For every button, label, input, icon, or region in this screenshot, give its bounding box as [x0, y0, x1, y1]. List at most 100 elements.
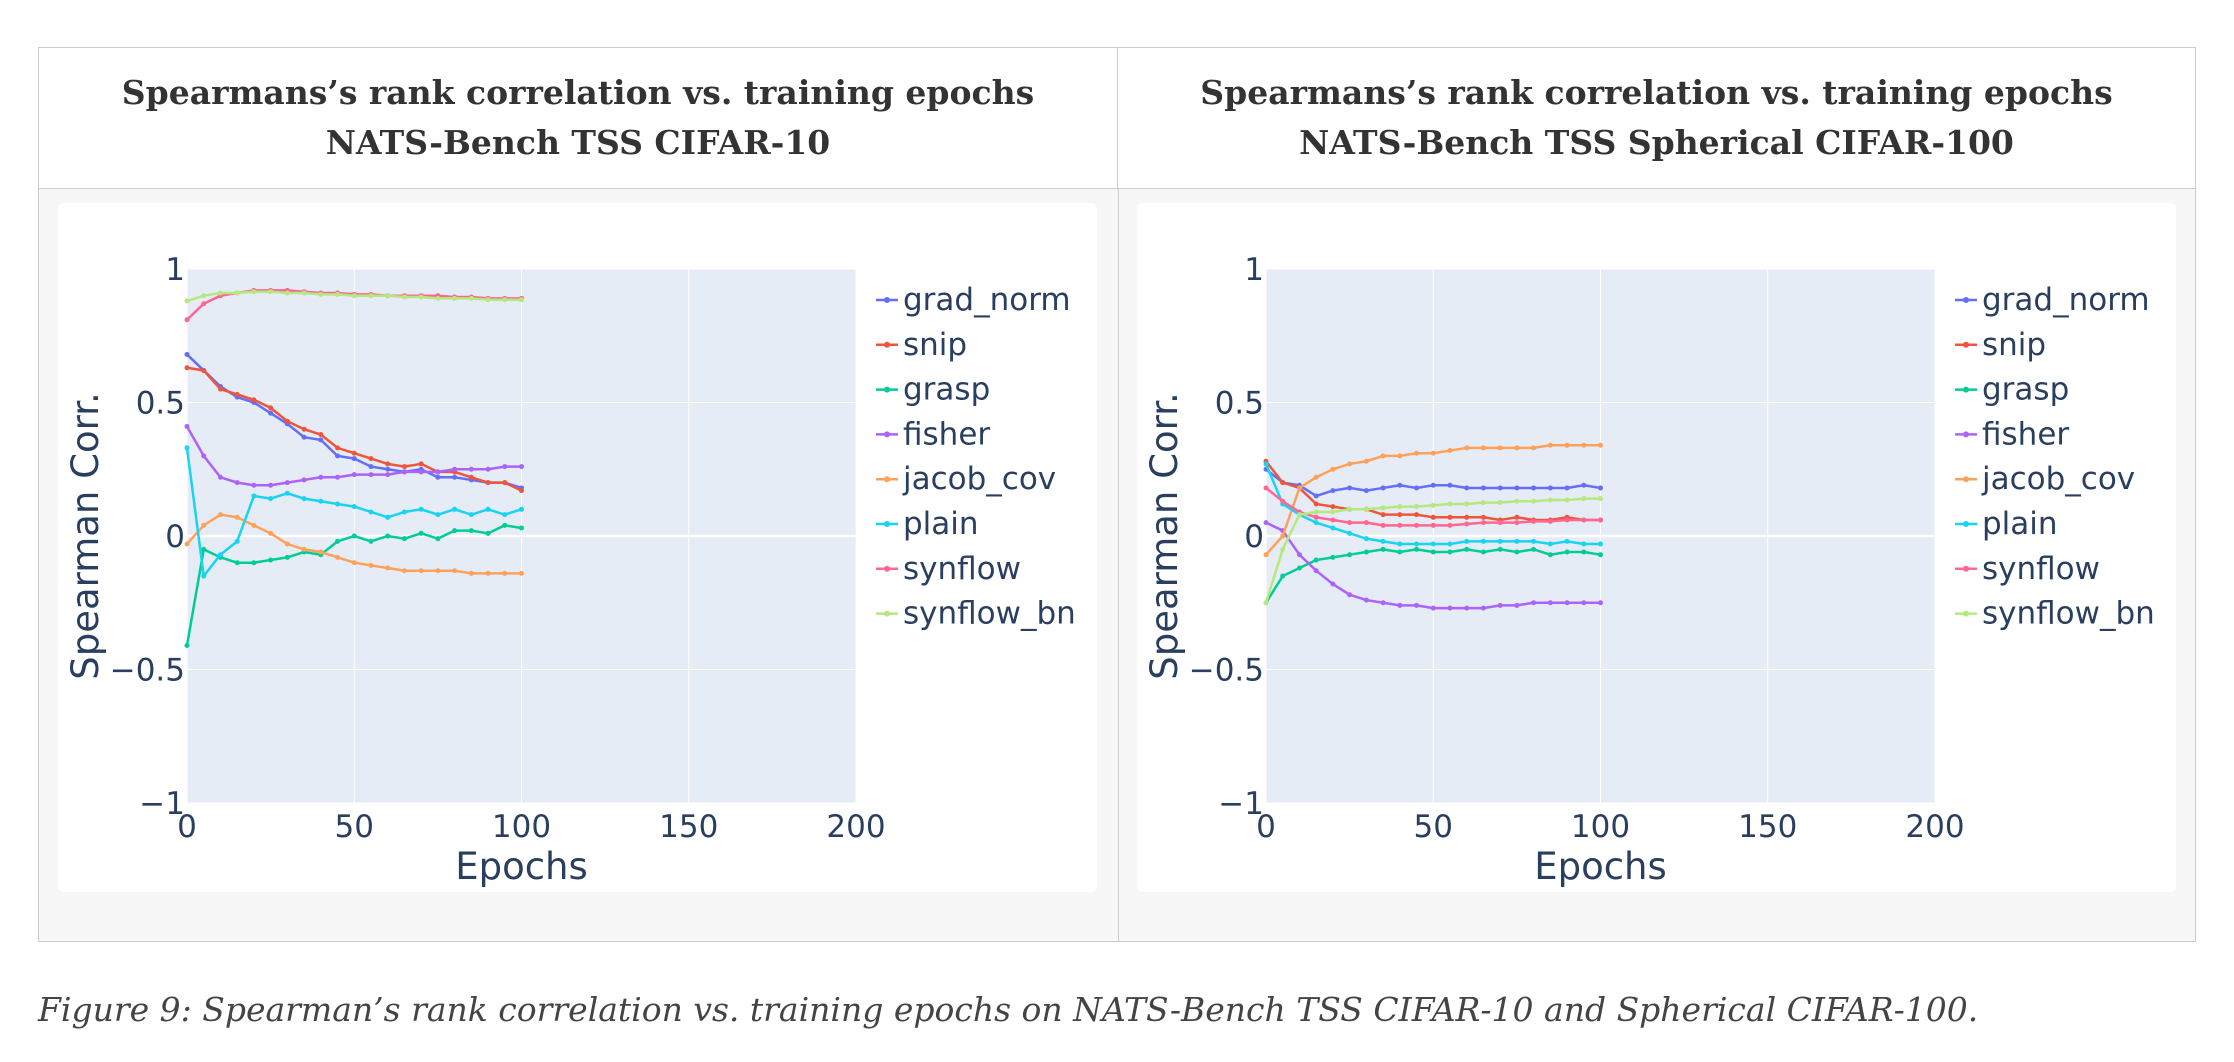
data-point-plain — [368, 509, 374, 515]
data-point-snip — [201, 367, 207, 373]
data-point-fisher — [418, 469, 424, 475]
x-axis-title: Epochs — [1534, 845, 1667, 888]
data-point-grasp — [418, 530, 424, 536]
data-point-grasp — [1581, 549, 1587, 555]
data-point-plain — [1430, 541, 1436, 547]
data-point-snip — [301, 426, 307, 432]
data-point-grasp — [485, 530, 491, 536]
legend-label-grasp: grasp — [1982, 372, 2069, 408]
data-point-plain — [217, 552, 223, 558]
data-point-plain — [502, 512, 508, 518]
data-point-grasp — [234, 560, 240, 566]
data-point-fisher — [401, 469, 407, 475]
data-point-snip — [1464, 514, 1470, 520]
data-point-grad_norm — [1531, 485, 1537, 491]
legend-marker-jacob_cov — [1963, 476, 1969, 483]
data-point-snip — [1430, 514, 1436, 520]
data-point-grasp — [1598, 552, 1603, 558]
data-point-grasp — [452, 528, 458, 534]
data-point-grasp — [268, 557, 274, 563]
data-point-grasp — [1564, 549, 1570, 555]
data-point-grad_norm — [318, 437, 324, 443]
data-point-grasp — [1280, 573, 1286, 579]
data-point-plain — [335, 501, 341, 507]
data-point-fisher — [217, 474, 223, 480]
data-point-jacob_cov — [519, 570, 524, 576]
legend-label-synflow: synflow — [1982, 551, 2100, 587]
data-point-synflow — [184, 317, 190, 323]
data-point-plain — [1464, 538, 1470, 544]
data-point-fisher — [1598, 600, 1603, 606]
legend-marker-plain — [884, 521, 890, 527]
data-point-synflow_bn — [301, 290, 307, 296]
right-chart: 0 50 100 150 200 −1 −0.5 0 0.5 1 Epochs Spearman Co… — [1143, 252, 2155, 888]
data-point-synflow — [1531, 518, 1537, 524]
data-point-grasp — [1397, 549, 1403, 555]
data-point-fisher — [1514, 602, 1520, 608]
data-point-grasp — [1430, 549, 1436, 555]
left-title-line1: Spearmans’s rank correlation vs. trainin… — [121, 73, 1035, 112]
data-point-grad_norm — [335, 453, 341, 459]
legend-marker-fisher — [1963, 431, 1969, 438]
legend-marker-grad_norm — [884, 297, 890, 303]
data-point-jacob_cov — [1363, 458, 1369, 464]
legend-marker-grasp — [884, 386, 890, 393]
data-point-fisher — [1347, 592, 1353, 598]
y-tick-label: −1 — [1218, 786, 1264, 822]
data-point-grad_norm — [1397, 482, 1403, 488]
data-point-synflow_bn — [1363, 506, 1369, 512]
data-point-grad_norm — [1464, 485, 1470, 491]
data-point-fisher — [301, 477, 307, 483]
data-point-fisher — [452, 466, 458, 472]
data-point-grasp — [519, 525, 524, 531]
data-point-grasp — [184, 642, 190, 648]
data-point-synflow_bn — [1263, 600, 1269, 606]
data-point-synflow_bn — [1330, 509, 1336, 515]
legend-label-jacob_cov: jacob_cov — [902, 461, 1056, 497]
data-point-jacob_cov — [418, 568, 424, 574]
data-point-fisher — [485, 466, 491, 472]
data-point-plain — [1363, 536, 1369, 542]
data-point-snip — [234, 391, 240, 397]
y-tick-label: 0 — [165, 519, 185, 555]
data-point-grad_norm — [1564, 485, 1570, 491]
left-header: Spearmans’s rank correlation vs. trainin… — [39, 48, 1118, 189]
data-point-plain — [1531, 538, 1537, 544]
data-point-fisher — [1397, 602, 1403, 608]
data-point-grasp — [1330, 554, 1336, 560]
legend-label-synflow_bn: synflow_bn — [1982, 596, 2155, 632]
legend-marker-grasp — [1963, 386, 1969, 393]
data-point-grasp — [284, 554, 290, 560]
right-chart-card: 0 50 100 150 200 −1 −0.5 0 0.5 1 Epochs Spearman Co… — [1137, 203, 2176, 892]
y-tick-label: 0.5 — [136, 386, 185, 422]
legend-label-grasp: grasp — [903, 372, 990, 408]
data-point-grasp — [1464, 546, 1470, 552]
data-point-grasp — [368, 538, 374, 544]
data-point-fisher — [1313, 568, 1319, 574]
data-point-plain — [1547, 541, 1553, 547]
data-point-jacob_cov — [1581, 442, 1587, 448]
data-point-fisher — [1380, 600, 1386, 606]
data-point-synflow_bn — [485, 297, 491, 303]
data-point-synflow_bn — [251, 289, 257, 295]
left-chart: 0 50 100 150 200 −1 −0.5 0 0.5 1 Epochs Spearman Co… — [64, 252, 1076, 888]
data-point-fisher — [1447, 605, 1453, 611]
data-point-grad_norm — [1447, 482, 1453, 488]
data-point-snip — [502, 480, 508, 486]
data-point-plain — [385, 514, 391, 520]
data-point-jacob_cov — [502, 570, 508, 576]
data-point-fisher — [385, 472, 391, 478]
data-point-jacob_cov — [1497, 445, 1503, 451]
data-point-synflow_bn — [1598, 496, 1603, 502]
data-point-grad_norm — [1497, 485, 1503, 491]
data-point-synflow_bn — [1581, 496, 1587, 502]
data-point-synflow_bn — [1531, 498, 1537, 504]
data-point-plain — [1480, 538, 1486, 544]
data-point-synflow_bn — [1397, 504, 1403, 510]
legend-label-plain: plain — [1982, 506, 2058, 542]
data-point-synflow_bn — [1547, 497, 1553, 503]
data-point-synflow_bn — [502, 297, 508, 303]
data-point-snip — [284, 418, 290, 424]
data-point-synflow_bn — [368, 293, 374, 299]
y-tick-label: 0 — [1244, 519, 1264, 555]
